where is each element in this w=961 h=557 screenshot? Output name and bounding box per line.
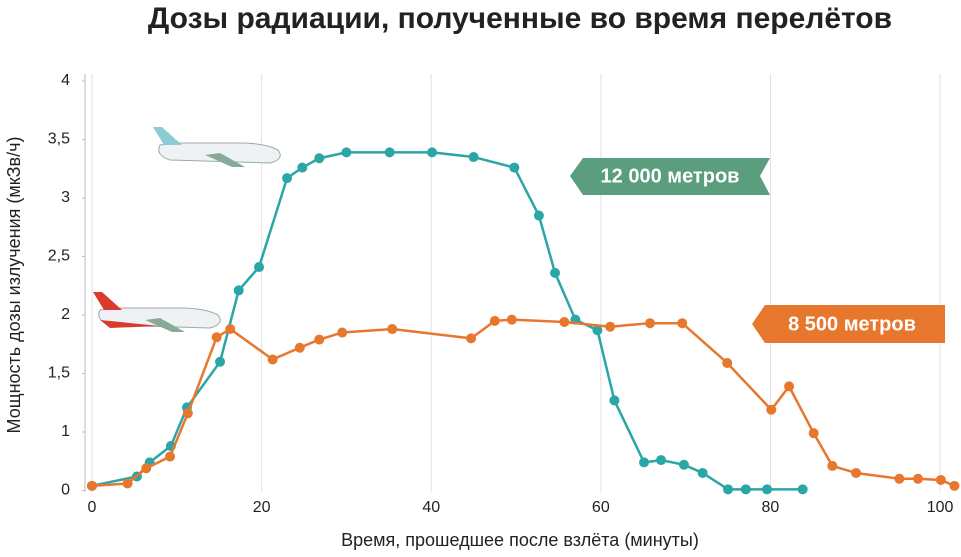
data-point (314, 334, 325, 345)
data-point (656, 455, 667, 466)
data-point (215, 356, 226, 367)
x-axis-label: Время, прошедшее после взлёта (минуты) (341, 530, 699, 550)
data-point (165, 451, 176, 462)
grid (91, 74, 941, 493)
airplane-icon (153, 127, 281, 167)
y-tick-label: 3,5 (48, 131, 70, 148)
data-point (297, 162, 308, 173)
data-point (341, 147, 352, 158)
series-group (87, 147, 960, 495)
y-tick-label: 1 (61, 423, 70, 440)
data-point (609, 395, 620, 406)
data-point (122, 478, 133, 489)
legend-flag (570, 158, 770, 195)
data-point (592, 325, 603, 336)
y-axis-label: Мощность дозы излучения (мкЗв/ч) (4, 137, 24, 434)
data-point (267, 354, 278, 365)
legend-label: 8 500 метров (788, 313, 916, 335)
data-point (894, 473, 905, 484)
data-point (211, 332, 222, 343)
data-point (851, 467, 862, 478)
data-point (722, 357, 733, 368)
data-point (678, 459, 689, 470)
y-tick-label: 3 (61, 189, 70, 206)
chart-title: Дозы радиации, полученные во время перел… (148, 2, 892, 35)
legend-label: 12 000 метров (601, 165, 740, 187)
x-tick-label: 40 (422, 499, 440, 516)
data-point (141, 463, 152, 474)
data-point (784, 381, 795, 392)
y-tick-label: 0 (61, 482, 70, 499)
data-point (254, 262, 265, 273)
x-tick-label: 100 (927, 499, 954, 516)
y-tick-label: 2,5 (48, 248, 70, 265)
data-point (427, 147, 438, 158)
y-tick-label: 4 (61, 72, 70, 89)
data-point (182, 408, 193, 419)
data-point (384, 147, 395, 158)
x-tick-label: 80 (762, 499, 780, 516)
data-point (808, 428, 819, 439)
y-tick-label: 1,5 (48, 365, 70, 382)
airplane-icon (93, 292, 221, 332)
data-point (935, 474, 946, 485)
data-point (489, 315, 500, 326)
data-point (559, 317, 570, 328)
data-point (723, 484, 734, 495)
data-point (762, 484, 773, 495)
x-tick-label: 20 (253, 499, 271, 516)
data-point (533, 210, 544, 221)
y-tick-label: 2 (61, 306, 70, 323)
x-tick-label: 0 (88, 499, 97, 516)
data-point (740, 484, 751, 495)
data-point (468, 152, 479, 163)
data-point (645, 318, 656, 329)
data-point (233, 285, 244, 296)
data-point (225, 324, 236, 335)
data-point (337, 327, 348, 338)
data-point (387, 324, 398, 335)
data-point (282, 173, 293, 184)
data-point (509, 162, 520, 173)
data-point (466, 333, 477, 344)
data-point (677, 318, 688, 329)
data-point (550, 267, 561, 278)
data-point (506, 314, 517, 325)
data-point (87, 480, 97, 491)
data-point (827, 460, 838, 471)
data-point (294, 342, 305, 353)
data-point (605, 321, 616, 332)
data-point (912, 473, 923, 484)
data-point (949, 480, 960, 491)
series-line (91, 318, 955, 488)
data-point (697, 467, 708, 478)
legend-flag (752, 305, 945, 343)
data-point (314, 153, 325, 164)
data-point (797, 484, 808, 495)
data-point (639, 457, 650, 468)
data-point (766, 404, 777, 415)
x-tick-label: 60 (592, 499, 610, 516)
